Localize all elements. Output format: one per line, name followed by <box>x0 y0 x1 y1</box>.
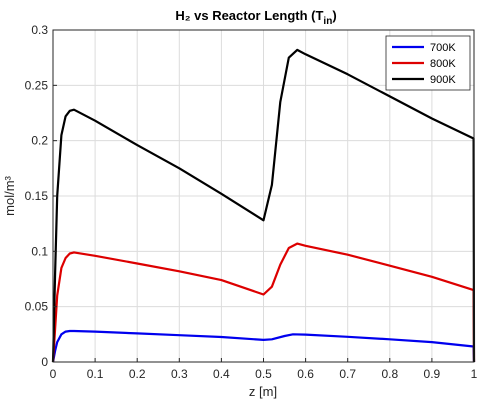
x-axis: 0 0.1 0.2 0.3 0.4 0.5 0.6 0.7 0.8 0.9 1 <box>50 358 478 381</box>
x-tick-label: 0.8 <box>381 367 398 381</box>
x-tick-label: 0.2 <box>129 367 146 381</box>
x-tick-label: 0.9 <box>424 367 441 381</box>
y-tick-label: 0 <box>41 355 48 369</box>
series-line-700K <box>51 329 476 363</box>
x-axis-label: z [m] <box>249 384 277 399</box>
legend-label-700K: 700K <box>430 42 456 54</box>
legend: 700K 800K 900K <box>385 35 471 91</box>
x-tick-label: 0.3 <box>171 367 188 381</box>
x-tick-label: 0 <box>50 367 57 381</box>
x-tick-label: 0.6 <box>297 367 314 381</box>
chart-title-subscript: in <box>323 16 332 27</box>
x-tick-label: 0.7 <box>339 367 356 381</box>
y-axis: 0 0.05 0.1 0.15 0.2 0.25 0.3 <box>25 23 57 369</box>
legend-label-800K: 800K <box>430 58 456 70</box>
series-line-900K <box>51 48 476 363</box>
y-tick-label: 0.1 <box>31 244 48 258</box>
y-tick-label: 0.05 <box>25 300 49 314</box>
series-layer <box>51 48 476 363</box>
legend-label-900K: 900K <box>430 74 456 86</box>
y-tick-label: 0.3 <box>31 23 48 37</box>
y-axis-label: mol/m³ <box>2 175 17 215</box>
y-tick-label: 0.25 <box>25 78 49 92</box>
x-tick-label: 0.1 <box>87 367 104 381</box>
y-tick-label: 0.2 <box>31 134 48 148</box>
x-tick-label: 1 <box>471 367 478 381</box>
y-tick-label: 0.15 <box>25 189 49 203</box>
chart-title-close: ) <box>332 8 336 23</box>
x-tick-label: 0.5 <box>255 367 272 381</box>
series-line-800K <box>51 242 476 363</box>
chart-title: H₂ vs Reactor Length (Tin) <box>175 8 336 27</box>
x-tick-label: 0.4 <box>213 367 230 381</box>
